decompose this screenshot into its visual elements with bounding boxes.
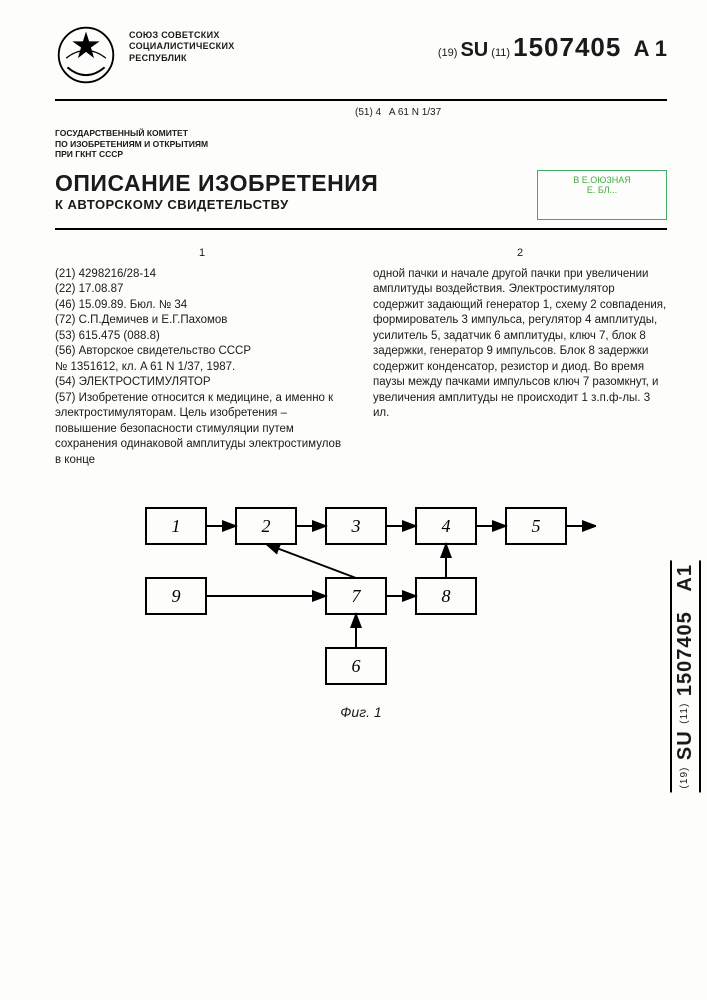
ipc-classification: (51) 4 A 61 N 1/37 [355, 107, 667, 118]
ipc-code: A 61 N 1/37 [389, 107, 441, 118]
column-number: 2 [373, 246, 667, 261]
committee-line: ГОСУДАРСТВЕННЫЙ КОМИТЕТ [55, 128, 667, 139]
committee-line: ПРИ ГКНТ СССР [55, 149, 667, 160]
svg-text:2: 2 [262, 516, 271, 536]
document-title: ОПИСАНИЕ ИЗОБРЕТЕНИЯ [55, 170, 378, 197]
kind-code: A 1 [634, 36, 667, 61]
stamp-line: В Е.ОЮЗНАЯ [542, 175, 662, 185]
ipc-prefix: (51) 4 [355, 107, 381, 118]
code-11: (11) [491, 47, 510, 59]
column-number: 1 [55, 246, 349, 261]
state-emblem-icon [55, 24, 117, 91]
figure-label: Фиг. 1 [55, 704, 667, 720]
column-2: 2 одной пачки и начале другой пачки при … [373, 246, 667, 469]
svg-text:5: 5 [532, 516, 541, 536]
library-stamp: В Е.ОЮЗНАЯ Е. БЛ... [537, 170, 667, 220]
column-text: одной пачки и начале другой пачки при ув… [373, 267, 667, 422]
committee-line: ПО ИЗОБРЕТЕНИЯМ И ОТКРЫТИЯМ [55, 139, 667, 150]
svg-text:9: 9 [172, 586, 181, 606]
country-code: SU [460, 39, 488, 61]
union-line: РЕСПУБЛИК [129, 53, 299, 64]
side-number: 1507405 [674, 611, 696, 696]
code-19: (19) [438, 47, 458, 59]
body-columns: 1 (21) 4298216/28-14 (22) 17.08.87 (46) … [55, 246, 667, 469]
divider [55, 228, 667, 230]
divider [55, 99, 667, 101]
svg-text:6: 6 [352, 656, 361, 676]
pub-number: 1507405 [513, 32, 621, 62]
side-11: (11) [679, 703, 690, 724]
svg-text:4: 4 [442, 516, 451, 536]
publication-number: (19) SU (11) 1507405 A 1 [311, 24, 667, 63]
document-subtitle: К АВТОРСКОМУ СВИДЕТЕЛЬСТВУ [55, 197, 378, 212]
stamp-line: Е. БЛ... [542, 185, 662, 195]
union-line: СОЦИАЛИСТИЧЕСКИХ [129, 41, 299, 52]
column-1: 1 (21) 4298216/28-14 (22) 17.08.87 (46) … [55, 246, 349, 469]
title-row: ОПИСАНИЕ ИЗОБРЕТЕНИЯ К АВТОРСКОМУ СВИДЕТ… [55, 170, 667, 220]
side-su: SU [674, 730, 696, 760]
svg-text:7: 7 [352, 586, 362, 606]
side-kind: A1 [674, 564, 696, 592]
side-publication-label: (19) SU (11) 1507405 A1 [670, 560, 701, 792]
union-line: СОЮЗ СОВЕТСКИХ [129, 30, 299, 41]
svg-text:8: 8 [442, 586, 451, 606]
column-text: (21) 4298216/28-14 (22) 17.08.87 (46) 15… [55, 267, 349, 469]
header: СОЮЗ СОВЕТСКИХ СОЦИАЛИСТИЧЕСКИХ РЕСПУБЛИ… [55, 24, 667, 91]
figure-1-diagram: 1 2 3 4 5 6 7 8 9 [55, 498, 667, 698]
side-19: (19) [679, 767, 690, 789]
svg-text:3: 3 [351, 516, 361, 536]
union-name: СОЮЗ СОВЕТСКИХ СОЦИАЛИСТИЧЕСКИХ РЕСПУБЛИ… [129, 24, 299, 64]
svg-text:1: 1 [172, 516, 181, 536]
committee-block: ГОСУДАРСТВЕННЫЙ КОМИТЕТ ПО ИЗОБРЕТЕНИЯМ … [55, 128, 667, 160]
